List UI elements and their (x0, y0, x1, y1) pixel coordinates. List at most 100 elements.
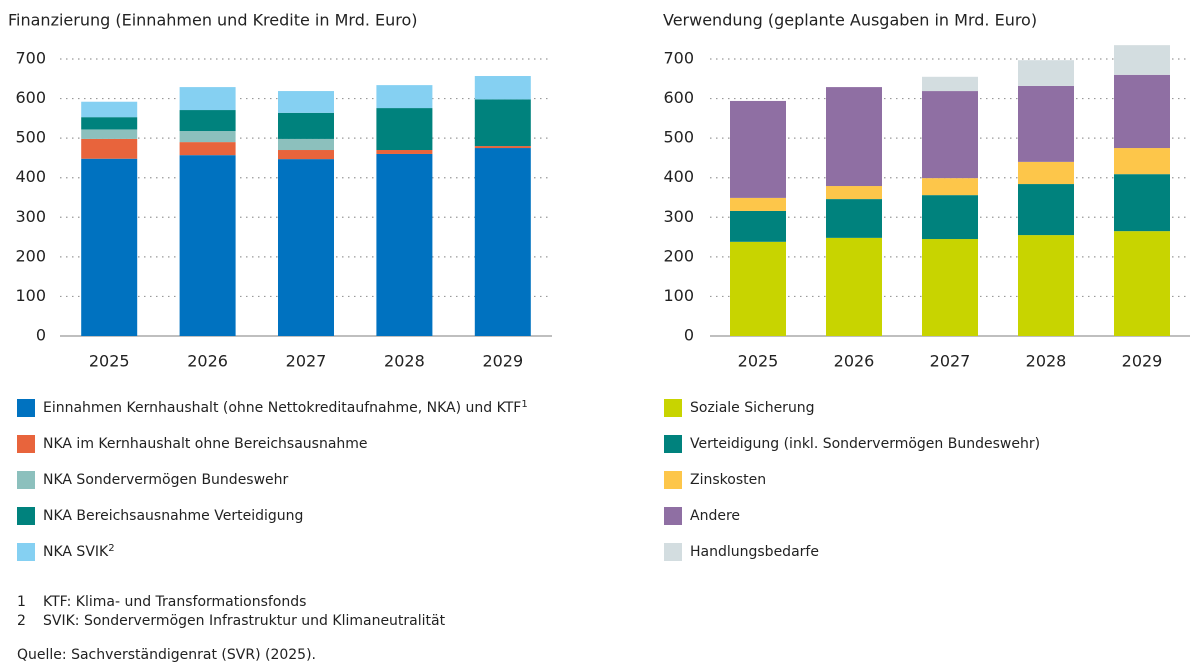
bar-segment (922, 76, 978, 92)
bar-segment (730, 100, 786, 198)
legend-swatch (664, 507, 682, 525)
x-tick-label: 2025 (738, 352, 779, 371)
y-tick-label: 200 (663, 246, 694, 265)
x-tick-label: 2029 (482, 352, 523, 371)
y-tick-label: 300 (15, 207, 46, 226)
bar-segment (179, 131, 236, 143)
legend-swatch (17, 507, 35, 525)
legend-name: Andere (690, 508, 740, 524)
bar-segment (1018, 161, 1074, 185)
legend-swatch (664, 435, 682, 453)
bar-segment (376, 153, 433, 336)
legend-label: NKA SVIK2 (43, 543, 115, 560)
bar-segment (922, 178, 978, 196)
legend-label: Zinskosten (690, 472, 766, 488)
footnote-marker: 2 (17, 613, 26, 629)
bar-segment (81, 101, 138, 118)
bar-segment (474, 99, 531, 147)
bar-segment (179, 87, 236, 111)
y-tick-label: 700 (663, 49, 694, 68)
bar-segment (376, 150, 433, 154)
y-tick-label: 400 (15, 167, 46, 186)
bar-segment (81, 117, 138, 130)
x-tick-label: 2027 (286, 352, 327, 371)
bar-segment (376, 85, 433, 109)
bar-segment (81, 129, 138, 139)
legend-swatch (664, 399, 682, 417)
bar-segment (1018, 85, 1074, 162)
bar-segment (826, 87, 882, 187)
bar-segment (730, 197, 786, 211)
bar-segment (826, 199, 882, 238)
bar-segment (730, 241, 786, 336)
bar-segment (179, 142, 236, 156)
y-tick-label: 600 (15, 88, 46, 107)
legend-label: Verteidigung (inkl. Sondervermögen Bunde… (690, 436, 1040, 452)
y-tick-label: 300 (663, 207, 694, 226)
x-tick-label: 2025 (89, 352, 130, 371)
x-tick-label: 2028 (1026, 352, 1067, 371)
y-tick-label: 200 (15, 246, 46, 265)
legend-swatch (17, 471, 35, 489)
legend-label: Einnahmen Kernhaushalt (ohne Nettokredit… (43, 399, 528, 416)
footnote-text: KTF: Klima- und Transformationsfonds (43, 594, 306, 610)
legend-label: Andere (690, 508, 740, 524)
legend-swatch (664, 471, 682, 489)
x-tick-label: 2029 (1122, 352, 1163, 371)
bar-segment (1018, 60, 1074, 86)
legend-name: NKA im Kernhaushalt ohne Bereichsausnahm… (43, 436, 368, 452)
bar-segment (1114, 45, 1170, 75)
bar-segment (179, 110, 236, 132)
bar-segment (278, 112, 334, 139)
y-tick-label: 400 (663, 167, 694, 186)
bar-segment (278, 138, 334, 151)
bar-segment (474, 76, 531, 100)
bar-segment (278, 91, 334, 113)
bar-segment (1114, 74, 1170, 149)
bar-segment (81, 158, 138, 336)
bar-segment (922, 91, 978, 179)
y-tick-label: 500 (663, 128, 694, 147)
bar-segment (179, 155, 236, 336)
x-tick-label: 2026 (187, 352, 228, 371)
legend-note: 1 (521, 399, 527, 410)
y-tick-label: 500 (15, 128, 46, 147)
legend-swatch (664, 543, 682, 561)
source: Quelle: Sachverständigenrat (SVR) (2025)… (17, 647, 316, 663)
y-tick-label: 100 (663, 286, 694, 305)
legend-name: NKA Sondervermögen Bundeswehr (43, 472, 289, 488)
footnote-marker: 1 (17, 594, 26, 610)
bar-segment (278, 150, 334, 160)
legend-name: Soziale Sicherung (690, 400, 815, 416)
bar-segment (81, 138, 138, 159)
legend-label: NKA Sondervermögen Bundeswehr (43, 472, 289, 488)
legend-name: Verteidigung (inkl. Sondervermögen Bunde… (690, 436, 1040, 452)
legend-name: Zinskosten (690, 472, 766, 488)
bar-segment (826, 186, 882, 200)
bar-segment (1114, 174, 1170, 232)
bar-segment (278, 159, 334, 336)
footnote-text: SVIK: Sondervermögen Infrastruktur und K… (43, 613, 446, 629)
bar-segment (1114, 148, 1170, 175)
y-tick-label: 0 (36, 326, 46, 345)
y-tick-label: 0 (684, 326, 694, 345)
x-tick-label: 2026 (834, 352, 875, 371)
x-tick-label: 2028 (384, 352, 425, 371)
legend-label: Handlungsbedarfe (690, 544, 819, 560)
bar-segment (474, 146, 531, 149)
legend-label: NKA im Kernhaushalt ohne Bereichsausnahm… (43, 436, 368, 452)
bar-segment (922, 239, 978, 336)
legend-label: NKA Bereichsausnahme Verteidigung (43, 508, 303, 524)
legend-name: Einnahmen Kernhaushalt (ohne Nettokredit… (43, 400, 521, 416)
y-tick-label: 600 (663, 88, 694, 107)
legend-note: 2 (108, 543, 114, 554)
legend-label: Soziale Sicherung (690, 400, 815, 416)
legend-name: NKA SVIK (43, 544, 109, 560)
bar-segment (730, 210, 786, 242)
legend-name: NKA Bereichsausnahme Verteidigung (43, 508, 303, 524)
bar-segment (922, 195, 978, 240)
chart-title: Finanzierung (Einnahmen und Kredite in M… (8, 11, 418, 30)
y-tick-label: 100 (15, 286, 46, 305)
bar-segment (826, 237, 882, 336)
